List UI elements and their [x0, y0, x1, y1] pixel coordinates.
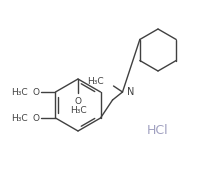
Text: HCl: HCl — [147, 124, 169, 137]
Text: O: O — [74, 97, 82, 106]
Text: O: O — [32, 87, 39, 96]
Text: O: O — [32, 113, 39, 122]
Text: H₃C: H₃C — [11, 113, 27, 122]
Text: N: N — [127, 87, 134, 97]
Text: H₃C: H₃C — [87, 77, 104, 86]
Text: H₃C: H₃C — [11, 87, 27, 96]
Text: H₃C: H₃C — [70, 106, 86, 115]
